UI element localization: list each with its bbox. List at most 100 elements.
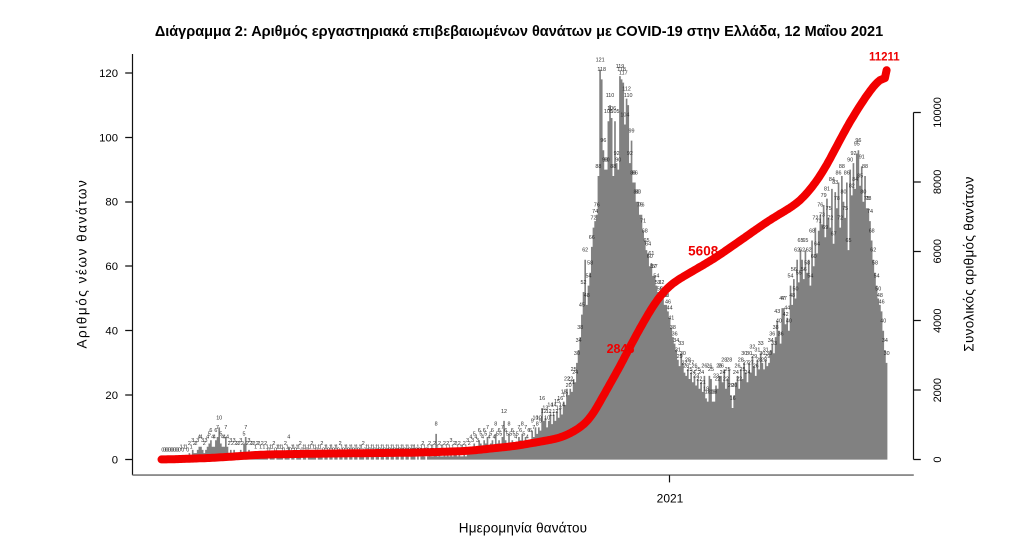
svg-text:4: 4 <box>200 435 203 441</box>
svg-text:5: 5 <box>473 431 476 437</box>
svg-text:20: 20 <box>728 383 734 389</box>
svg-text:33: 33 <box>678 341 684 347</box>
svg-text:88: 88 <box>610 164 616 170</box>
svg-text:48: 48 <box>789 293 795 299</box>
svg-text:4: 4 <box>223 435 226 441</box>
svg-text:110: 110 <box>606 93 615 99</box>
svg-text:75: 75 <box>826 206 832 212</box>
svg-text:7: 7 <box>224 425 227 431</box>
svg-text:54: 54 <box>874 274 880 280</box>
svg-text:99: 99 <box>629 129 635 135</box>
svg-text:5: 5 <box>516 431 519 437</box>
svg-text:38: 38 <box>577 325 583 331</box>
svg-text:25: 25 <box>571 367 577 373</box>
svg-text:27: 27 <box>743 361 749 367</box>
svg-text:25: 25 <box>725 367 731 373</box>
svg-text:68: 68 <box>642 228 648 234</box>
svg-text:29: 29 <box>751 354 757 360</box>
svg-text:0: 0 <box>175 448 178 454</box>
svg-text:14: 14 <box>559 402 565 408</box>
svg-text:5: 5 <box>496 431 499 437</box>
svg-text:4: 4 <box>213 435 216 441</box>
svg-text:44: 44 <box>784 306 790 312</box>
svg-text:58: 58 <box>804 261 810 267</box>
svg-text:3: 3 <box>201 438 204 444</box>
svg-text:2: 2 <box>261 441 264 447</box>
svg-text:12: 12 <box>501 409 507 415</box>
svg-text:1: 1 <box>420 444 423 450</box>
svg-text:29: 29 <box>764 354 770 360</box>
svg-text:5: 5 <box>484 431 487 437</box>
svg-text:4: 4 <box>488 435 491 441</box>
svg-text:1: 1 <box>365 444 368 450</box>
svg-text:85: 85 <box>857 174 863 180</box>
svg-text:34: 34 <box>882 338 888 344</box>
svg-text:5: 5 <box>479 431 482 437</box>
svg-text:54: 54 <box>807 274 813 280</box>
svg-text:58: 58 <box>587 261 593 267</box>
svg-text:0: 0 <box>161 448 164 454</box>
svg-text:112: 112 <box>622 87 631 93</box>
svg-text:61: 61 <box>648 251 654 257</box>
svg-text:18: 18 <box>711 390 717 396</box>
svg-text:9: 9 <box>531 419 534 425</box>
svg-text:1: 1 <box>440 444 443 450</box>
svg-text:26: 26 <box>735 364 741 370</box>
svg-text:8: 8 <box>536 422 539 428</box>
svg-text:78: 78 <box>864 196 870 202</box>
svg-text:0: 0 <box>176 448 179 454</box>
svg-text:90: 90 <box>847 158 853 164</box>
svg-text:1: 1 <box>400 444 403 450</box>
svg-text:1: 1 <box>190 444 193 450</box>
svg-text:0: 0 <box>163 448 166 454</box>
svg-text:80: 80 <box>841 190 847 196</box>
svg-text:121: 121 <box>596 58 605 64</box>
svg-text:88: 88 <box>839 164 845 170</box>
svg-text:1: 1 <box>296 444 299 450</box>
svg-text:4: 4 <box>481 435 484 441</box>
svg-text:62: 62 <box>799 248 805 254</box>
svg-text:1: 1 <box>451 444 454 450</box>
svg-text:27: 27 <box>688 361 694 367</box>
svg-text:80: 80 <box>634 190 640 196</box>
svg-text:46: 46 <box>665 299 671 305</box>
svg-text:7: 7 <box>244 425 247 431</box>
svg-text:20: 20 <box>105 390 118 402</box>
svg-text:50: 50 <box>793 286 799 292</box>
svg-text:90: 90 <box>602 158 608 164</box>
svg-text:7: 7 <box>216 425 219 431</box>
svg-text:1: 1 <box>254 444 257 450</box>
svg-text:5: 5 <box>219 431 222 437</box>
svg-text:21: 21 <box>700 380 706 386</box>
svg-text:Συνολικός αριθμός θανάτων: Συνολικός αριθμός θανάτων <box>962 176 977 351</box>
svg-text:6: 6 <box>209 428 212 434</box>
svg-text:68: 68 <box>869 228 875 234</box>
svg-text:6: 6 <box>491 428 494 434</box>
svg-text:36: 36 <box>778 332 784 338</box>
svg-text:18: 18 <box>561 390 567 396</box>
svg-text:56: 56 <box>791 267 797 273</box>
svg-text:14: 14 <box>551 402 557 408</box>
svg-text:92: 92 <box>851 151 857 157</box>
svg-text:0: 0 <box>186 448 189 454</box>
svg-text:54: 54 <box>586 274 592 280</box>
svg-text:2: 2 <box>468 441 471 447</box>
svg-text:2: 2 <box>238 441 241 447</box>
svg-text:1: 1 <box>307 444 310 450</box>
svg-text:1: 1 <box>335 444 338 450</box>
svg-text:2: 2 <box>320 441 323 447</box>
svg-text:71: 71 <box>816 219 822 225</box>
svg-text:1: 1 <box>436 444 439 450</box>
svg-text:1: 1 <box>423 444 426 450</box>
svg-text:24: 24 <box>720 370 726 376</box>
svg-text:4: 4 <box>198 435 201 441</box>
svg-text:2: 2 <box>246 441 249 447</box>
svg-text:5608: 5608 <box>688 244 719 259</box>
svg-text:1: 1 <box>413 444 416 450</box>
svg-text:23: 23 <box>693 373 699 379</box>
svg-text:28: 28 <box>685 357 691 363</box>
svg-text:86: 86 <box>630 170 636 176</box>
svg-text:12: 12 <box>552 409 558 415</box>
svg-text:1: 1 <box>276 444 279 450</box>
svg-text:1: 1 <box>185 444 188 450</box>
